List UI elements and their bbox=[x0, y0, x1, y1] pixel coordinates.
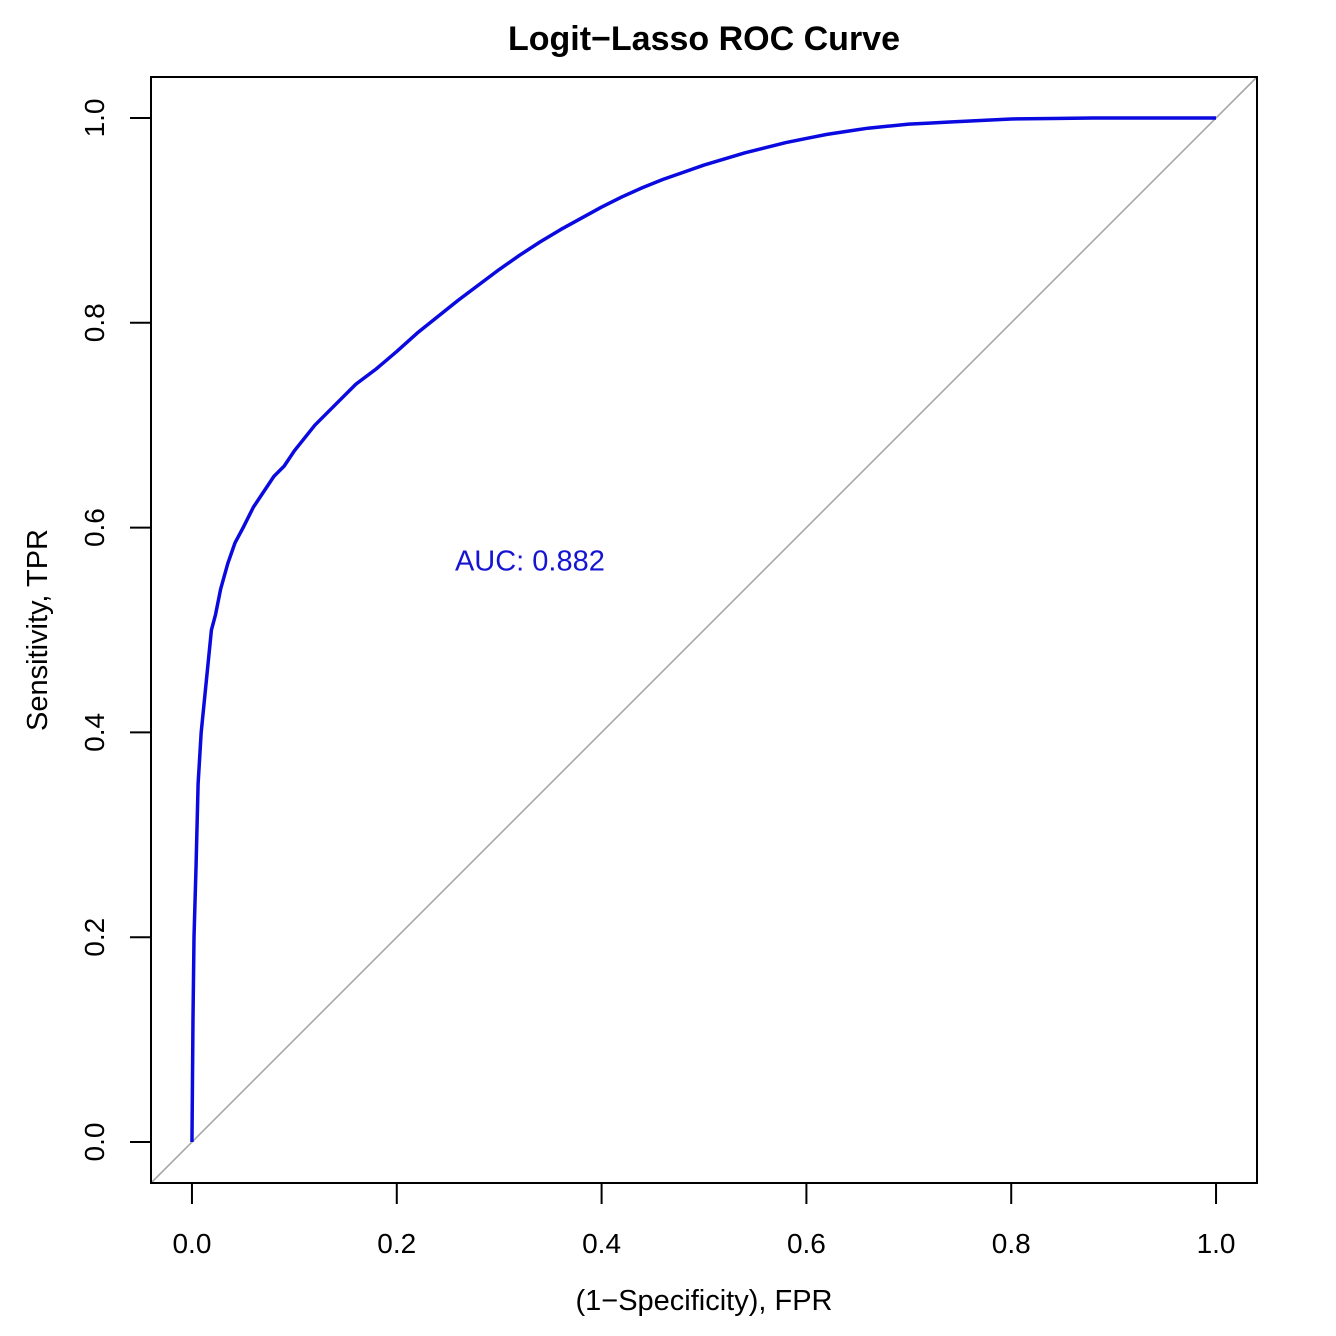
chart-title: Logit−Lasso ROC Curve bbox=[508, 20, 900, 58]
x-axis: 0.0 0.2 0.4 0.6 0.8 1.0 bbox=[172, 1182, 1236, 1259]
x-tick-label: 1.0 bbox=[1197, 1228, 1236, 1259]
y-tick-label: 0.8 bbox=[79, 303, 110, 342]
x-tick-label: 0.8 bbox=[992, 1228, 1031, 1259]
y-tick-label: 0.0 bbox=[79, 1123, 110, 1162]
y-axis-label: Sensitivity, TPR bbox=[22, 529, 54, 731]
reference-diagonal-line bbox=[150, 76, 1258, 1184]
roc-curve-line bbox=[190, 116, 1217, 1143]
auc-annotation: AUC: 0.882 bbox=[455, 545, 605, 577]
x-tick-label: 0.4 bbox=[582, 1228, 621, 1259]
y-tick-label: 0.6 bbox=[79, 508, 110, 547]
x-axis-label: (1−Specificity), FPR bbox=[575, 1285, 832, 1317]
plot-area: AUC: 0.882 bbox=[150, 76, 1258, 1184]
x-tick-label: 0.6 bbox=[787, 1228, 826, 1259]
x-tick-label: 0.2 bbox=[377, 1228, 416, 1259]
y-tick-label: 0.4 bbox=[79, 713, 110, 752]
y-tick-label: 0.2 bbox=[79, 918, 110, 957]
x-tick-label: 0.0 bbox=[172, 1228, 211, 1259]
y-axis: 0.0 0.2 0.4 0.6 0.8 1.0 bbox=[79, 98, 152, 1162]
y-tick-label: 1.0 bbox=[79, 98, 110, 137]
